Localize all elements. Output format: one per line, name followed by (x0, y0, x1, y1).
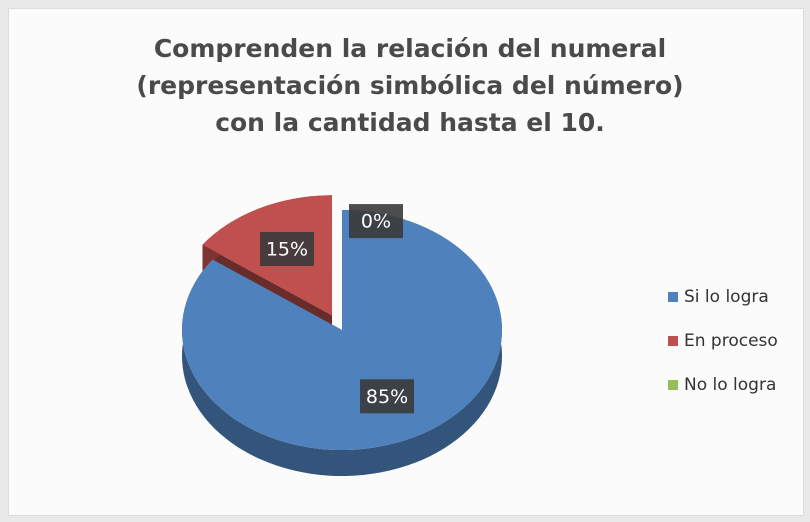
data-label-box (360, 379, 415, 414)
data-label-text: 85% (366, 386, 408, 408)
legend-label: Si lo logra (684, 287, 769, 307)
data-label: 0% (349, 204, 403, 239)
legend-label: En proceso (684, 331, 778, 351)
chart-title: Comprenden la relación del numeral (repr… (136, 34, 684, 137)
data-label-text: 0% (361, 211, 391, 233)
data-label-text: 15% (266, 239, 308, 261)
legend-label: No lo logra (684, 375, 776, 395)
data-label-box (259, 232, 314, 267)
legend-swatch (668, 292, 678, 302)
data-label: 85% (360, 379, 415, 414)
legend-swatch (668, 336, 678, 346)
legend-swatch (668, 380, 678, 390)
pie-slice (181, 210, 502, 451)
data-label: 15% (259, 232, 314, 267)
data-label-box (349, 204, 403, 239)
